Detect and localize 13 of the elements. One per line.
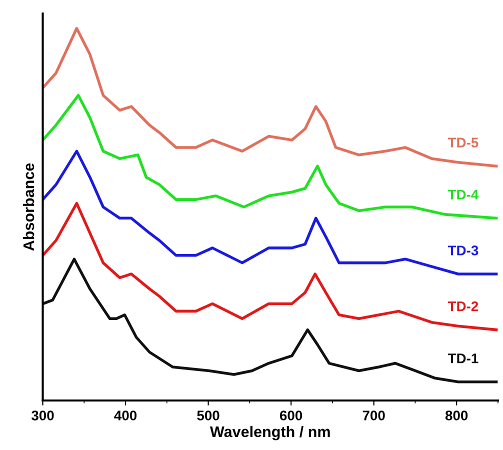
series-label: TD-5: [448, 138, 478, 148]
series-label: TD-4: [448, 190, 479, 200]
series-label: TD-2: [448, 301, 478, 312]
x-tick-label: 300: [31, 410, 54, 420]
x-tick-label: 600: [280, 410, 302, 420]
x-tick-label: 400: [114, 410, 137, 420]
y-axis-title: Absorbance: [22, 163, 34, 251]
series-label: TD-1: [448, 354, 478, 364]
x-axis-title: Wavelength / nm: [210, 426, 330, 440]
series-label: TD-3: [448, 246, 478, 256]
x-tick-label: 800: [445, 410, 468, 420]
x-tick-label: 500: [197, 410, 220, 420]
x-tick-label: 700: [362, 410, 385, 420]
